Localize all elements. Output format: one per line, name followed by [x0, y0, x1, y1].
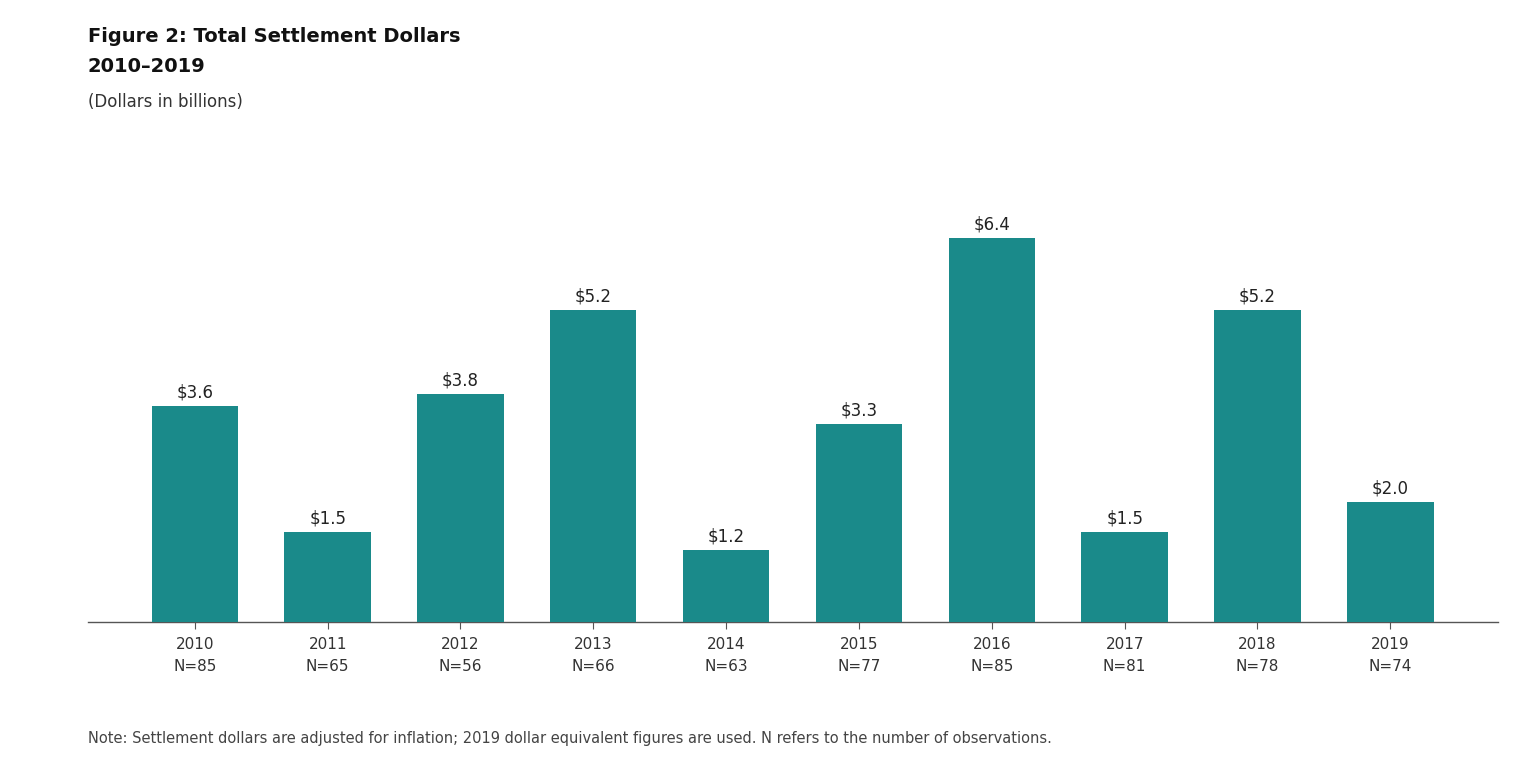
- Text: $1.2: $1.2: [708, 528, 745, 546]
- Text: $5.2: $5.2: [1240, 288, 1276, 305]
- Text: Figure 2: Total Settlement Dollars: Figure 2: Total Settlement Dollars: [88, 27, 461, 46]
- Text: 2010–2019: 2010–2019: [88, 57, 206, 76]
- Bar: [284, 532, 370, 622]
- Bar: [684, 550, 770, 622]
- Text: Note: Settlement dollars are adjusted for inflation; 2019 dollar equivalent figu: Note: Settlement dollars are adjusted fo…: [88, 731, 1052, 746]
- Bar: [550, 310, 636, 622]
- Text: $3.3: $3.3: [840, 401, 877, 420]
- Bar: [1347, 502, 1433, 622]
- Text: $1.5: $1.5: [1106, 510, 1143, 527]
- Bar: [418, 394, 504, 622]
- Text: $1.5: $1.5: [309, 510, 346, 527]
- Text: $3.6: $3.6: [177, 384, 214, 401]
- Bar: [949, 238, 1035, 622]
- Text: $3.8: $3.8: [442, 372, 479, 390]
- Text: (Dollars in billions): (Dollars in billions): [88, 93, 243, 111]
- Text: $5.2: $5.2: [574, 288, 611, 305]
- Bar: [816, 423, 902, 622]
- Text: $6.4: $6.4: [974, 215, 1011, 233]
- Text: $2.0: $2.0: [1372, 480, 1409, 497]
- Bar: [1081, 532, 1167, 622]
- Bar: [1215, 310, 1301, 622]
- Bar: [152, 406, 238, 622]
